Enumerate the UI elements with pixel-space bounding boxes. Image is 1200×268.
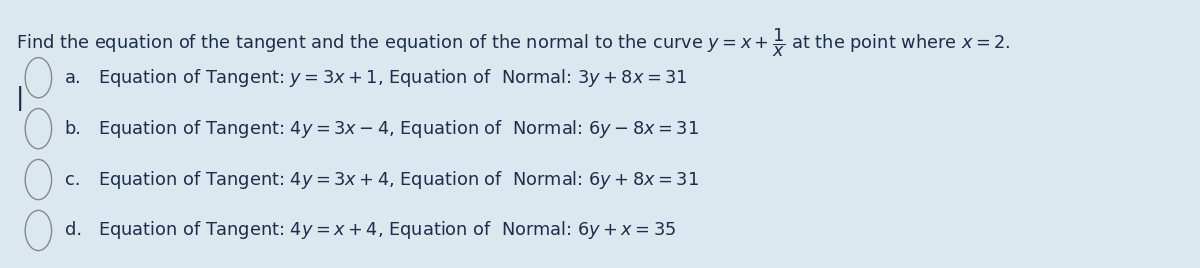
Text: Equation of Tangent: $y = 3x + 1$, Equation of  Normal: $3y + 8x = 31$: Equation of Tangent: $y = 3x + 1$, Equat…	[98, 67, 688, 89]
Text: Find the equation of the tangent and the equation of the normal to the curve $y : Find the equation of the tangent and the…	[16, 27, 1010, 59]
Text: |: |	[16, 86, 24, 111]
Text: d.: d.	[65, 221, 82, 240]
Text: Equation of Tangent: $4y = 3x + 4$, Equation of  Normal: $6y + 8x = 31$: Equation of Tangent: $4y = 3x + 4$, Equa…	[98, 169, 700, 191]
Text: Equation of Tangent: $4y = 3x - 4$, Equation of  Normal: $6y - 8x = 31$: Equation of Tangent: $4y = 3x - 4$, Equa…	[98, 118, 700, 140]
Text: Equation of Tangent: $4y = x + 4$, Equation of  Normal: $6y + x = 35$: Equation of Tangent: $4y = x + 4$, Equat…	[98, 219, 677, 241]
Text: b.: b.	[65, 120, 82, 138]
Text: c.: c.	[65, 170, 80, 189]
Text: a.: a.	[65, 69, 82, 87]
